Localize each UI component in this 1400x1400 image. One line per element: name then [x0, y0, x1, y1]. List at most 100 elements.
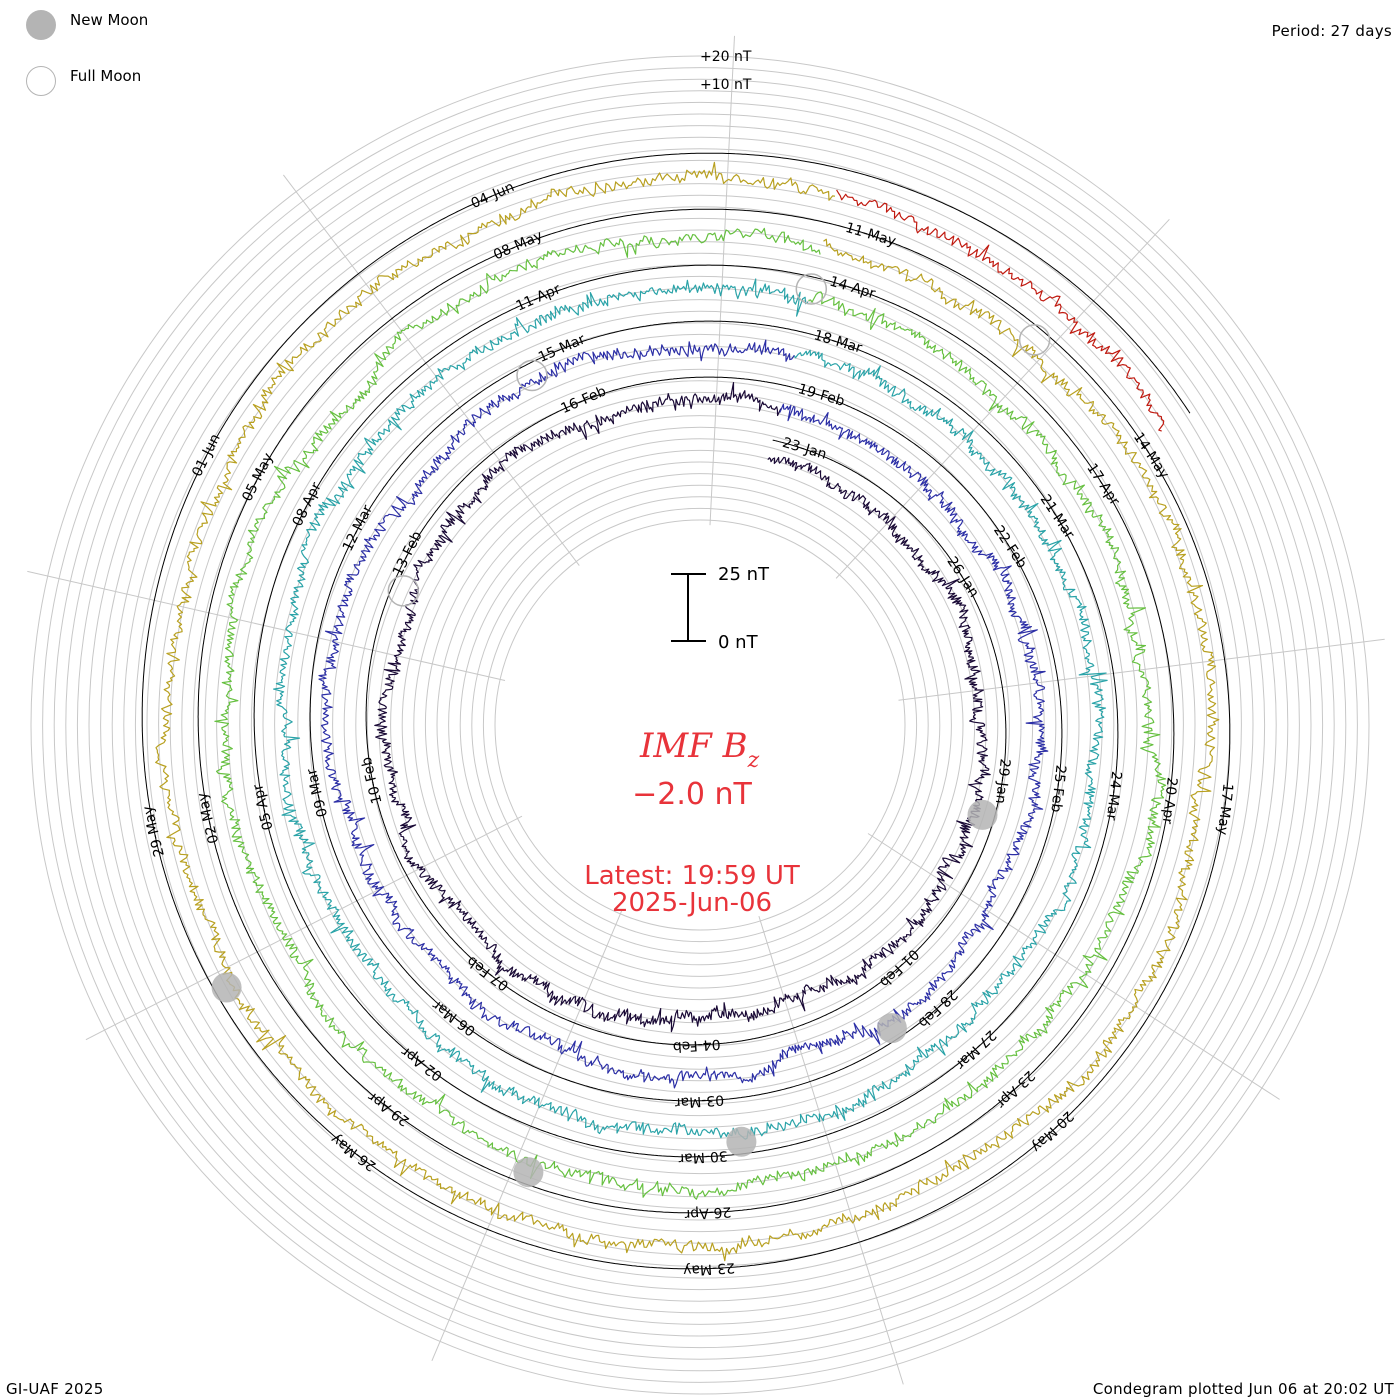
- date-label-2-2: 24-Mar: [1103, 770, 1124, 821]
- grid-circle-3: [459, 484, 941, 966]
- grid-circle-34: [100, 125, 1300, 1325]
- series-line-4: [155, 161, 1220, 1262]
- series-line-0: [374, 382, 991, 1033]
- grid-circle-25: [204, 229, 1196, 1221]
- new-moon-icon: [26, 10, 56, 40]
- new-moon-marker-4: [726, 1126, 757, 1157]
- grid-spoke-5: [431, 909, 623, 1361]
- grid-circle-21: [250, 275, 1150, 1175]
- date-label-4-8: 04-Jun: [469, 179, 517, 212]
- legend-full-moon-label: Full Moon: [70, 67, 142, 85]
- grid-circle-9: [390, 415, 1010, 1035]
- date-label-3-0: 14-Apr: [828, 274, 878, 303]
- grid-circle-15: [320, 345, 1080, 1105]
- reference-spiral-0: [365, 376, 1007, 1046]
- grid-spoke-6: [85, 815, 523, 1041]
- center-value: −2.0 nT: [632, 777, 752, 812]
- date-label-3-6: 02-May: [194, 791, 222, 845]
- date-label-1-3: 28-Feb: [915, 986, 961, 1031]
- grid-circle-6: [424, 449, 976, 1001]
- center-quantity-subscript: z: [747, 748, 760, 773]
- grid-circle-19: [274, 299, 1126, 1151]
- grid-circle-16: [308, 333, 1092, 1117]
- grid-circle-29: [158, 183, 1242, 1267]
- grid-circle-33: [111, 136, 1289, 1314]
- date-label-4-7: 01-Jun: [189, 431, 224, 479]
- scale-bar-top-label: 25 nT: [718, 564, 770, 585]
- grid-circle-37: [65, 90, 1335, 1360]
- grid-circle-35: [88, 113, 1312, 1337]
- grid-spoke-8: [283, 174, 580, 566]
- grid-spoke-0: [709, 35, 735, 526]
- grid-circle-27: [181, 206, 1219, 1244]
- date-label-4-5: 26-May: [328, 1131, 379, 1175]
- data-layer: [141, 152, 1231, 1270]
- series-line-3: [214, 227, 1167, 1200]
- grid-circle-12: [355, 380, 1045, 1070]
- grid-circle-7: [413, 438, 987, 1012]
- grid-circle-31: [134, 159, 1266, 1291]
- series-line-5: [836, 189, 1165, 432]
- date-label-0-7: 13-Feb: [390, 529, 426, 579]
- reference-spiral-1: [309, 320, 1063, 1102]
- new-moon-marker-2: [876, 1013, 907, 1044]
- latest-date: 2025-Jun-06: [612, 888, 772, 918]
- date-label-3-4: 26-Apr: [684, 1203, 732, 1222]
- center-quantity: IMF Bz: [639, 726, 760, 773]
- series-line-2: [273, 278, 1108, 1140]
- grid-layer: [27, 35, 1385, 1395]
- grid-circle-14: [332, 357, 1068, 1093]
- date-label-1-2: 25-Feb: [1047, 764, 1068, 813]
- reference-spiral-5: [841, 168, 1191, 414]
- new-moon-marker-0: [967, 799, 998, 830]
- reference-spiral-2: [253, 264, 1119, 1158]
- date-label-4-3: 20-May: [1028, 1108, 1077, 1155]
- grid-circle-32: [123, 148, 1277, 1302]
- new-moon-marker-8: [211, 972, 242, 1003]
- grid-spoke-7: [27, 570, 506, 681]
- full-moon-marker-5: [795, 273, 828, 305]
- grid-circle-40: [30, 55, 1370, 1395]
- date-label-4-1: 14-May: [1130, 430, 1172, 482]
- grid-circle-36: [76, 101, 1324, 1349]
- center-quantity-main: IMF B: [639, 726, 748, 766]
- grid-spoke-1: [835, 218, 1170, 579]
- grid-circle-13: [343, 368, 1057, 1082]
- date-label-0-5: 07-Feb: [464, 952, 512, 993]
- plotted-timestamp: Condegram plotted Jun 06 at 20:02 UT: [1092, 1380, 1394, 1398]
- date-label-4-2: 17-May: [1214, 783, 1236, 836]
- date-label-2-0: 18-Mar: [812, 327, 864, 356]
- legend-new-moon-label: New Moon: [70, 11, 149, 29]
- grid-circle-5: [436, 461, 964, 989]
- period-label: Period: 27 days: [1271, 22, 1392, 40]
- new-moon-marker-6: [513, 1157, 544, 1188]
- grid-circle-10: [378, 403, 1022, 1047]
- grid-circle-0: [494, 519, 906, 931]
- grid-circle-4: [448, 473, 952, 977]
- full-moon-marker-1: [387, 575, 420, 607]
- date-label-1-7: 12-Mar: [340, 502, 376, 553]
- legend-full-moon: Full Moon: [26, 66, 141, 96]
- grid-circle-17: [297, 322, 1103, 1128]
- grid-spoke-4: [758, 915, 904, 1385]
- credit-label: GI-UAF 2025: [6, 1380, 104, 1398]
- date-label-4-4: 23-May: [683, 1259, 736, 1278]
- grid-circle-39: [42, 67, 1358, 1383]
- moon-layer: [211, 273, 1051, 1188]
- reference-spiral-4: [141, 152, 1231, 1270]
- full-moon-marker-7: [1018, 324, 1051, 356]
- scale-bar-bottom-label: 0 nT: [718, 632, 759, 653]
- scale-bar: 25 nT 0 nT: [671, 564, 770, 653]
- grid-circle-30: [146, 171, 1254, 1279]
- grid-circle-24: [216, 241, 1184, 1209]
- latest-time: Latest: 19:59 UT: [584, 861, 800, 891]
- date-label-4-6: 29-May: [140, 804, 168, 858]
- date-label-0-2: 29-Jan: [992, 758, 1013, 805]
- full-moon-icon: [26, 66, 56, 96]
- date-label-3-2: 20-Apr: [1159, 776, 1180, 824]
- grid-circle-11: [366, 391, 1034, 1059]
- series-line-1: [318, 339, 1049, 1089]
- date-label-1-8: 15-Mar: [536, 331, 588, 366]
- grid-circle-18: [285, 310, 1115, 1140]
